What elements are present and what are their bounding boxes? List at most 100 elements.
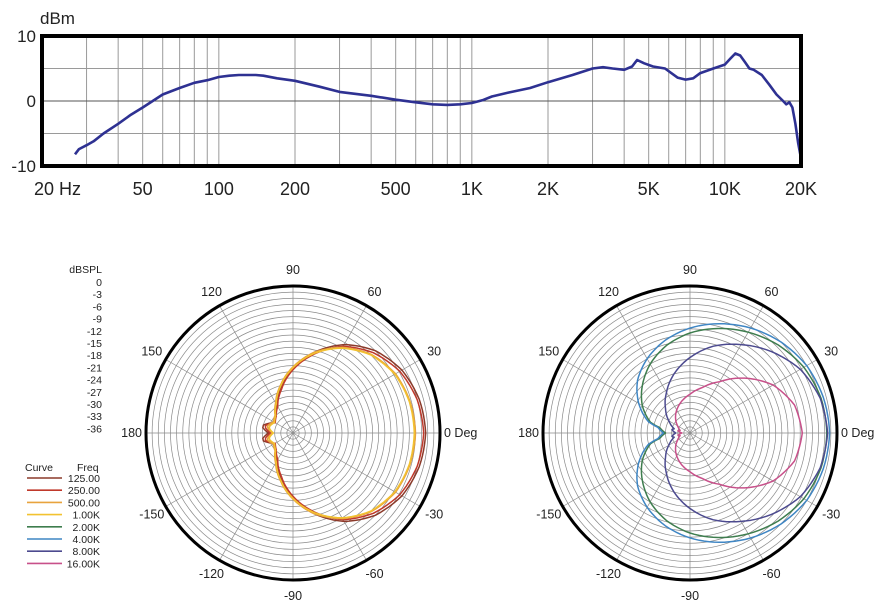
scale-value: -12 [87, 326, 102, 338]
x-tick-label: 200 [280, 179, 310, 199]
angle-label: -120 [199, 567, 224, 581]
scale-value: -18 [87, 350, 102, 362]
angle-label: 60 [368, 285, 382, 299]
angle-label: 90 [683, 263, 697, 277]
scale-value: -15 [87, 338, 102, 350]
angle-label: 150 [538, 345, 559, 359]
angle-label: -30 [425, 508, 443, 522]
polar-spoke [616, 432, 691, 561]
angle-label: 60 [765, 285, 779, 299]
y-tick-label: 0 [27, 92, 36, 111]
polar-spoke [689, 305, 764, 434]
polar-spoke [562, 359, 691, 434]
polar-chart-low-freq: 0 Deg 30 60 90 120 150 180 -150 -120 -90 -60 -30 [121, 263, 477, 603]
scale-label: dBSPL [69, 264, 102, 276]
polar-spoke [219, 305, 294, 434]
angle-label: -120 [596, 567, 621, 581]
angle-label: -60 [365, 567, 383, 581]
angle-label: 90 [286, 263, 300, 277]
angle-label: 150 [141, 345, 162, 359]
legend-rows: 125.00250.00500.001.00K2.00K4.00K8.00K16… [27, 473, 100, 570]
polar-curve-250-00 [264, 345, 425, 521]
polar-spoke [219, 432, 294, 561]
legend: Curve Freq 125.00250.00500.001.00K2.00K4… [25, 462, 100, 570]
polar-spoke [616, 305, 691, 434]
fr-frame [40, 34, 803, 168]
x-tick-label: 1K [461, 179, 483, 199]
angle-label: 30 [427, 345, 441, 359]
polar-spoke [165, 359, 294, 434]
legend-freq: 125.00 [68, 473, 100, 485]
polar-spoke [562, 432, 691, 507]
y-tick-label: 10 [17, 27, 36, 46]
scale-value: -6 [93, 301, 102, 313]
fr-x-tick-labels: 20 Hz 50 100 200 500 1K 2K 5K 10K 20K [34, 179, 817, 199]
polar-spoke [689, 432, 818, 507]
legend-freq-header: Freq [77, 462, 99, 474]
angle-label: 120 [201, 285, 222, 299]
polar-outer-ring [144, 284, 442, 582]
polar-spoke [689, 359, 818, 434]
x-tick-label: 500 [381, 179, 411, 199]
angle-label: 0 Deg [444, 426, 477, 440]
scale-value: -24 [87, 375, 102, 387]
x-tick-label: 5K [638, 179, 660, 199]
y-axis-label: dBm [40, 9, 75, 28]
legend-freq: 2.00K [73, 522, 100, 534]
x-tick-label: 100 [204, 179, 234, 199]
angle-label: 120 [598, 285, 619, 299]
polar-curve-16-00K [674, 377, 804, 489]
angle-label: 180 [121, 426, 142, 440]
polar-curve-8-00K [664, 343, 829, 523]
dbspl-scale: dBSPL 0-3-6-9-12-15-18-21-24-27-30-33-36 [69, 264, 102, 435]
scale-value: -9 [93, 314, 102, 326]
polar-curve-1-00K [268, 347, 416, 519]
scale-value: 0 [96, 277, 102, 289]
polar-spoke [689, 432, 764, 561]
x-tick-label: 50 [133, 179, 153, 199]
x-tick-label: 2K [537, 179, 559, 199]
angle-label: 180 [518, 426, 539, 440]
angle-label: -150 [536, 508, 561, 522]
polar-curve-125-00 [262, 343, 427, 523]
legend-freq: 8.00K [73, 546, 100, 558]
angle-label: -150 [139, 508, 164, 522]
angle-label: -60 [762, 567, 780, 581]
angle-label: -30 [822, 508, 840, 522]
angle-label: 0 Deg [841, 426, 874, 440]
polar-curve-4-00K [636, 322, 831, 544]
scale-value: -27 [87, 387, 102, 399]
polar-spoke [292, 432, 421, 507]
scale-values: 0-3-6-9-12-15-18-21-24-27-30-33-36 [87, 277, 102, 435]
legend-freq: 250.00 [68, 485, 100, 497]
legend-curve-header: Curve [25, 462, 53, 474]
polar-curve-2-00K [640, 327, 828, 539]
fr-grid [42, 36, 801, 166]
scale-value: -36 [87, 423, 102, 435]
scale-value: -21 [87, 362, 102, 374]
y-tick-label: -10 [11, 157, 36, 176]
legend-freq: 1.00K [73, 510, 100, 522]
fr-y-tick-labels: 10 0 -10 [11, 27, 36, 176]
angle-label: -90 [681, 589, 699, 603]
polar-chart-high-freq: 0 Deg 30 60 90 120 150 180 -150 -120 -90 -60 -30 [518, 263, 874, 603]
scale-value: -3 [93, 289, 102, 301]
polar-spoke [165, 432, 294, 507]
response-line [73, 52, 803, 159]
angle-label: -90 [284, 589, 302, 603]
polar-spoke [292, 359, 421, 434]
scale-value: -33 [87, 411, 102, 423]
x-tick-label: 20K [785, 179, 817, 199]
angle-label: 30 [824, 345, 838, 359]
x-tick-label: 10K [709, 179, 741, 199]
polar-spoke [292, 432, 367, 561]
x-tick-label: 20 Hz [34, 179, 81, 199]
frequency-response-chart: dBm 100-10 20 Hz 50 100 200 500 1K 2K 5K 10K 20K [11, 9, 817, 199]
legend-freq: 4.00K [73, 534, 100, 546]
polar-outer-ring [541, 284, 839, 582]
legend-freq: 16.00K [67, 558, 100, 570]
polar-spoke [292, 305, 367, 434]
legend-freq: 500.00 [68, 497, 100, 509]
scale-value: -30 [87, 399, 102, 411]
